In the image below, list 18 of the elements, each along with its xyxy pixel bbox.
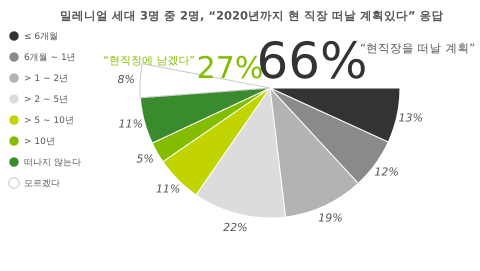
legend-label: 모르겠다 (24, 179, 60, 189)
data-label: 11% (156, 182, 180, 196)
data-label: 11% (118, 118, 143, 131)
legend-label: 떠나지 않는다 (24, 158, 81, 168)
data-label: 8% (118, 72, 135, 86)
data-label: 5% (136, 152, 154, 166)
text: “현직장에 남겠다” (103, 54, 195, 67)
data-label: 13% (398, 112, 423, 125)
legend-label: > 5 ~ 10년 (24, 116, 74, 126)
data-label: 19% (318, 212, 343, 225)
legend-label: > 2 ~ 5년 (24, 95, 68, 105)
chart-title: 밀레니얼 세대 3명 중 2명, “2020년까지 현 직장 떠날 계획있다” 응답 (60, 8, 444, 22)
legend-label: ≤ 6개월 (24, 32, 58, 42)
data-label: 22% (223, 220, 248, 234)
legend-label: > 1 ~ 2년 (24, 74, 68, 84)
legend-label: 6개월 ~ 1년 (24, 53, 76, 63)
legend-label: > 10년 (24, 137, 55, 147)
data-label: 12% (374, 165, 399, 178)
